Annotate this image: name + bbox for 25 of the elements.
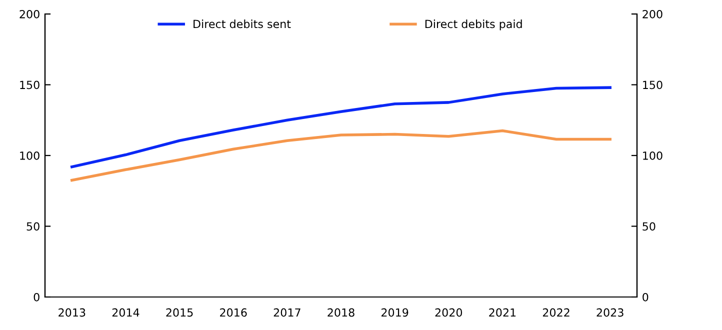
x-tick-label: 2018 [328,308,354,317]
x-tick-label: 2020 [435,308,462,317]
y2-tick-label: 100 [643,151,662,160]
x-tick-label: 2015 [166,308,193,317]
y-tick-label: 200 [20,10,40,18]
x-tick-label: 2016 [220,308,247,317]
legend-label: Direct debits paid [425,20,522,30]
y-tick-label: 150 [20,80,40,90]
x-tick-label: 2014 [112,308,140,317]
y2-tick-label: 150 [643,80,662,90]
x-tick-label: 2021 [489,308,516,317]
y-tick-label: 0 [34,292,40,302]
y2-tick-label: 50 [642,222,656,231]
line-series [70,86,612,168]
x-tick-label: 2023 [596,308,624,317]
line-series [70,129,612,182]
y-tick-label: 100 [20,151,40,160]
x-tick-label: 2019 [381,308,408,317]
y2-tick-label: 200 [642,10,662,18]
y2-tick-label: 0 [642,292,648,302]
legend-label: Direct debits sent [194,20,291,28]
x-tick-label: 2013 [58,308,86,317]
x-tick-label: 2017 [274,308,300,317]
x-tick-label: 2022 [542,308,570,317]
y-tick-label: 50 [26,222,40,231]
